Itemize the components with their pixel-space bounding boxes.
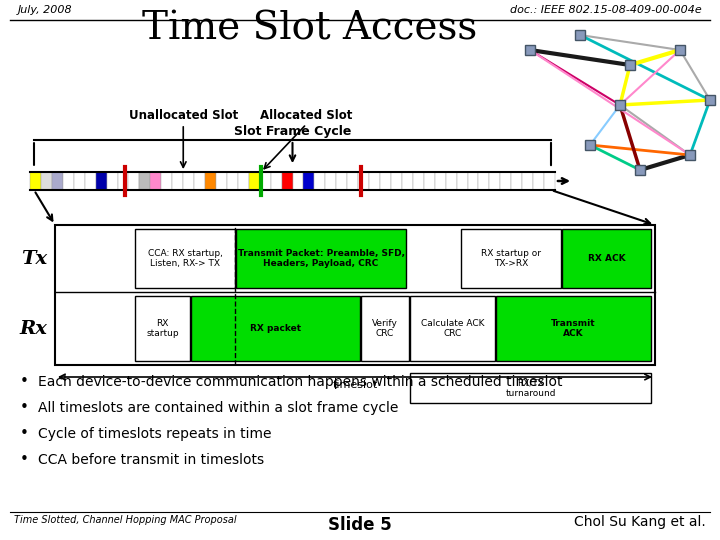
Text: •: • xyxy=(20,453,29,468)
Bar xyxy=(128,172,140,190)
Bar xyxy=(410,373,651,403)
Bar xyxy=(260,172,271,190)
Bar xyxy=(205,172,216,190)
Bar xyxy=(107,172,117,190)
Text: •: • xyxy=(20,427,29,442)
Bar xyxy=(183,172,194,190)
Text: Calculate ACK
CRC: Calculate ACK CRC xyxy=(420,319,485,338)
Text: Cycle of timeslots repeats in time: Cycle of timeslots repeats in time xyxy=(38,427,271,441)
Bar xyxy=(391,172,402,190)
Bar xyxy=(30,172,41,190)
Bar xyxy=(347,172,358,190)
Bar xyxy=(117,172,128,190)
Text: Chol Su Kang et al.: Chol Su Kang et al. xyxy=(575,515,706,529)
Bar xyxy=(41,172,52,190)
Bar xyxy=(161,172,172,190)
Text: CCA: RX startup,
Listen, RX-> TX: CCA: RX startup, Listen, RX-> TX xyxy=(148,249,222,268)
Bar xyxy=(238,172,248,190)
Text: Each device-to-device communication happens within a scheduled timeslot: Each device-to-device communication happ… xyxy=(38,375,562,389)
Bar xyxy=(635,165,645,175)
Text: RX
startup: RX startup xyxy=(146,319,179,338)
Bar xyxy=(150,172,161,190)
Bar xyxy=(456,172,467,190)
Bar xyxy=(500,172,511,190)
Bar xyxy=(478,172,490,190)
Bar xyxy=(522,172,533,190)
Bar xyxy=(435,172,446,190)
Bar xyxy=(172,172,183,190)
Bar xyxy=(446,172,456,190)
Text: Time Slotted, Channel Hopping MAC Proposal: Time Slotted, Channel Hopping MAC Propos… xyxy=(14,515,237,525)
Bar xyxy=(194,172,205,190)
Bar xyxy=(675,45,685,55)
Text: RX ACK: RX ACK xyxy=(588,254,625,263)
Bar xyxy=(467,172,478,190)
Text: •: • xyxy=(20,401,29,415)
Text: RX startup or
TX->RX: RX startup or TX->RX xyxy=(481,249,541,268)
Bar xyxy=(216,172,227,190)
Bar xyxy=(496,296,651,361)
Bar xyxy=(73,172,85,190)
Bar xyxy=(248,172,260,190)
Bar xyxy=(533,172,544,190)
Text: Unallocated Slot: Unallocated Slot xyxy=(129,109,238,122)
Bar xyxy=(575,30,585,40)
Text: Slide 5: Slide 5 xyxy=(328,516,392,534)
Text: Verify
CRC: Verify CRC xyxy=(372,319,398,338)
Bar xyxy=(63,172,73,190)
Bar xyxy=(705,95,715,105)
Text: July, 2008: July, 2008 xyxy=(18,5,73,15)
Text: •: • xyxy=(20,375,29,389)
Text: Rx: Rx xyxy=(19,320,47,338)
Bar xyxy=(424,172,435,190)
Bar xyxy=(490,172,500,190)
Bar xyxy=(625,60,635,70)
Text: doc.: IEEE 802.15-08-409-00-004e: doc.: IEEE 802.15-08-409-00-004e xyxy=(510,5,702,15)
Text: Allocated Slot: Allocated Slot xyxy=(261,109,353,122)
Bar xyxy=(511,172,522,190)
Bar xyxy=(282,172,292,190)
Bar xyxy=(96,172,107,190)
Bar xyxy=(271,172,282,190)
Text: timeslot: timeslot xyxy=(333,380,377,390)
Text: Slot Frame Cycle: Slot Frame Cycle xyxy=(234,125,351,138)
Bar xyxy=(52,172,63,190)
Bar xyxy=(336,172,347,190)
Text: Tx: Tx xyxy=(21,249,47,268)
Bar xyxy=(358,172,369,190)
Text: Time Slot Access: Time Slot Access xyxy=(143,10,477,47)
Bar xyxy=(140,172,150,190)
Bar xyxy=(402,172,413,190)
Bar xyxy=(461,229,561,288)
Text: All timeslots are contained within a slot frame cycle: All timeslots are contained within a slo… xyxy=(38,401,398,415)
Text: Transmit Packet: Preamble, SFD,
Headers, Payload, CRC: Transmit Packet: Preamble, SFD, Headers,… xyxy=(238,249,405,268)
Text: RX/TX
turnaround: RX/TX turnaround xyxy=(505,379,556,397)
Bar xyxy=(135,229,235,288)
Bar xyxy=(361,296,409,361)
Bar xyxy=(369,172,380,190)
Text: CCA before transmit in timeslots: CCA before transmit in timeslots xyxy=(38,453,264,467)
Bar xyxy=(525,45,535,55)
Text: RX packet: RX packet xyxy=(250,324,301,333)
Bar xyxy=(292,172,303,190)
Bar xyxy=(615,100,625,110)
Bar xyxy=(135,296,190,361)
Bar xyxy=(410,296,495,361)
Bar xyxy=(585,140,595,150)
Bar xyxy=(315,172,325,190)
Bar xyxy=(303,172,315,190)
Bar xyxy=(85,172,96,190)
Bar xyxy=(236,229,406,288)
Bar xyxy=(380,172,391,190)
Bar xyxy=(227,172,238,190)
Bar xyxy=(325,172,336,190)
Bar xyxy=(413,172,424,190)
Text: Transmit
ACK: Transmit ACK xyxy=(552,319,596,338)
Bar xyxy=(544,172,555,190)
Bar xyxy=(685,150,695,160)
Bar xyxy=(562,229,651,288)
Bar xyxy=(55,225,655,365)
Bar xyxy=(191,296,360,361)
